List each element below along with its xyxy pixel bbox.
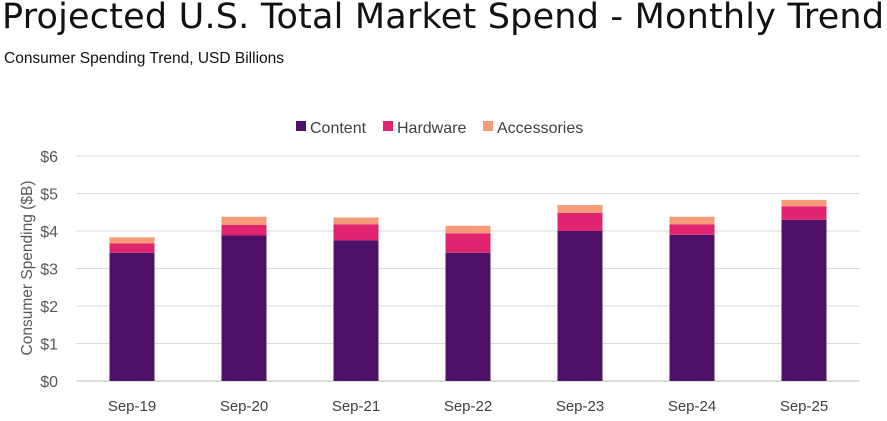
x-tick-label: Sep-23 <box>556 398 604 415</box>
bar-segment-accessories <box>333 217 379 225</box>
y-tick-label: $5 <box>40 187 58 204</box>
bar-segment-accessories <box>669 216 715 225</box>
x-tick-label: Sep-25 <box>780 398 828 415</box>
bar-segment-accessories <box>109 237 155 244</box>
legend-swatch-hardware <box>383 121 393 131</box>
bar-segment-accessories <box>557 205 603 213</box>
legend-swatch-accessories <box>483 121 493 131</box>
y-axis-title: Consumer Spending ($B) <box>19 181 36 356</box>
legend: Content Hardware Accessories <box>296 120 583 137</box>
x-tick-label: Sep-19 <box>108 398 156 415</box>
x-axis-ticks: Sep-19 Sep-20 Sep-21 Sep-22 Sep-23 Sep-24 Sep-… <box>108 398 828 415</box>
y-tick-label: $2 <box>40 299 58 316</box>
bar-segment-content <box>781 219 827 381</box>
y-tick-label: $6 <box>40 149 58 166</box>
legend-label-accessories: Accessories <box>497 120 583 137</box>
x-tick-label: Sep-20 <box>220 398 268 415</box>
bar-segment-accessories <box>781 199 827 207</box>
bar-segment-hardware <box>109 243 155 253</box>
y-tick-label: $4 <box>40 224 58 241</box>
bar-segment-hardware <box>781 206 827 220</box>
legend-swatch-content <box>296 121 306 131</box>
bars <box>109 199 827 381</box>
bar-segment-content <box>221 235 267 381</box>
bar-segment-hardware <box>557 213 603 231</box>
y-tick-label: $1 <box>40 337 58 354</box>
bar-segment-hardware <box>221 225 267 236</box>
bar-segment-hardware <box>333 224 379 241</box>
y-tick-label: $3 <box>40 262 58 279</box>
legend-label-content: Content <box>310 120 367 137</box>
chart-title: Projected U.S. Total Market Spend - Mont… <box>2 0 885 37</box>
legend-label-hardware: Hardware <box>397 120 466 137</box>
bar-segment-content <box>669 234 715 381</box>
x-tick-label: Sep-22 <box>444 398 492 415</box>
bar-segment-hardware <box>445 233 491 253</box>
bar-segment-content <box>445 252 491 381</box>
bar-segment-content <box>557 231 603 381</box>
bar-segment-hardware <box>669 224 715 235</box>
x-tick-label: Sep-21 <box>332 398 380 415</box>
x-tick-label: Sep-24 <box>668 398 716 415</box>
bar-segment-accessories <box>221 216 267 225</box>
y-tick-label: $0 <box>40 374 58 391</box>
bar-segment-accessories <box>445 225 491 234</box>
chart-subtitle: Consumer Spending Trend, USD Billions <box>4 50 284 67</box>
y-axis-ticks: $0 $1 $2 $3 $4 $5 $6 <box>40 149 58 391</box>
bar-segment-content <box>333 240 379 381</box>
bar-segment-content <box>109 252 155 381</box>
